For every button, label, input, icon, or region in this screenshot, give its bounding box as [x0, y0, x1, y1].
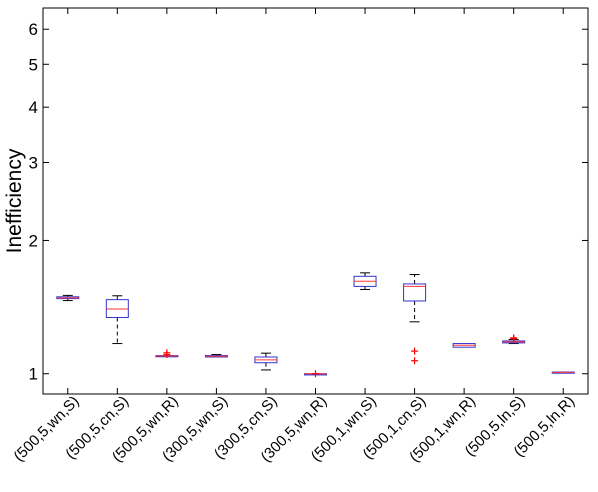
box-8: [403, 274, 427, 365]
y-tick-label: 6: [29, 20, 38, 39]
box-7: [353, 272, 377, 290]
y-tick-label: 3: [29, 153, 38, 172]
outlier-marker: [163, 351, 171, 359]
boxes-layer: [56, 272, 575, 378]
y-axis-label: Inefficiency: [3, 148, 26, 253]
y-tick-label: 2: [29, 231, 38, 250]
outlier-marker: [411, 347, 419, 355]
plot-area-frame: [42, 7, 589, 395]
box-9: [452, 343, 476, 348]
outlier-marker: [411, 357, 419, 365]
box-11: [551, 371, 575, 374]
outlier-marker: [510, 335, 518, 343]
y-axis: 1 2 3 4 5 6: [29, 20, 588, 384]
box-3: [155, 349, 179, 359]
box-6: [304, 370, 327, 378]
box-4: [204, 354, 228, 358]
box-2: [105, 295, 129, 345]
box-10: [502, 334, 526, 345]
y-tick-label: 4: [29, 98, 38, 117]
y-tick-label: 5: [29, 55, 38, 74]
x-axis: (500,5,wn,S)(500,5,cn,S)(500,5,wn,R)(300…: [10, 8, 578, 466]
box-1: [56, 294, 80, 302]
box-iqr: [403, 283, 427, 302]
y-tick-label: 1: [29, 365, 38, 384]
outlier-marker: [312, 370, 319, 378]
box-5: [254, 352, 278, 371]
